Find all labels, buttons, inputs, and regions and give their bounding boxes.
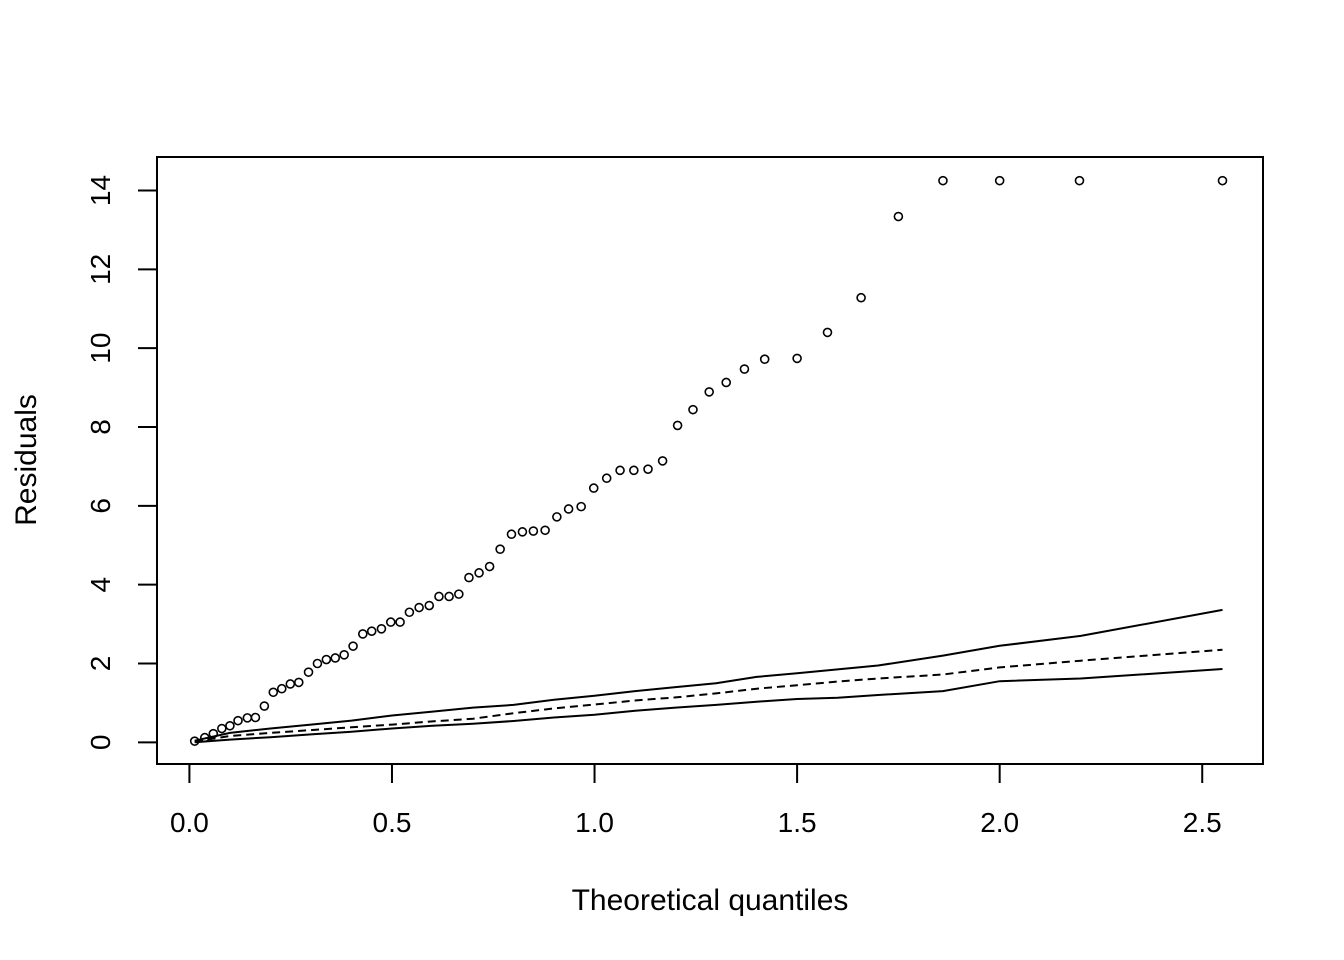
residual-point [657, 456, 668, 466]
residual-point [759, 354, 770, 365]
y-tick-label: 12 [85, 254, 116, 285]
residual-point [1217, 175, 1228, 186]
x-tick-label: 0.0 [170, 807, 209, 838]
residual-point [233, 715, 243, 726]
residual-point [395, 617, 405, 627]
residual-point [615, 465, 625, 476]
residual-point [588, 483, 599, 493]
residual-point [404, 607, 415, 618]
residual-point [563, 504, 574, 514]
residual-point [464, 572, 474, 583]
residual-point [434, 591, 444, 602]
residual-point [303, 667, 314, 677]
residual-point [312, 658, 323, 669]
residual-point [528, 526, 539, 536]
residual-point [856, 292, 866, 303]
residual-point [414, 602, 424, 613]
envelope-lines [194, 608, 1223, 744]
envelope-line-1 [194, 608, 1223, 742]
x-axis: 0.0 0.5 1.0 1.5 2.0 2.5 [170, 763, 1222, 838]
residual-point [552, 512, 562, 522]
residual-point [540, 525, 550, 536]
envelope-line-2 [194, 668, 1223, 744]
residual-point [474, 568, 484, 578]
y-tick-label: 6 [85, 498, 116, 514]
y-tick-label: 2 [85, 656, 116, 672]
x-tick-label: 2.0 [980, 807, 1019, 838]
y-axis-title: Residuals [10, 394, 43, 526]
residual-point [576, 501, 586, 512]
residual-point [250, 712, 261, 723]
y-tick-label: 4 [85, 577, 116, 593]
residual-point [822, 327, 833, 338]
residual-point [739, 364, 750, 374]
residual-point [339, 650, 349, 660]
residual-point [938, 175, 948, 186]
residual-point [366, 626, 377, 636]
residual-point [454, 589, 464, 599]
residual-point [276, 683, 287, 694]
residual-point [704, 387, 714, 397]
reference-line-dashed [194, 648, 1223, 743]
residual-point [643, 464, 653, 474]
residual-point [484, 561, 495, 572]
residual-point [424, 600, 435, 611]
y-axis: 0 2 4 6 8 10 12 14 [85, 175, 158, 751]
residual-point [259, 701, 270, 711]
residual-point [225, 720, 235, 731]
residual-point [348, 641, 358, 651]
residual-point [321, 654, 332, 665]
residual-point [358, 629, 368, 639]
x-tick-label: 2.5 [1183, 807, 1222, 838]
residual-point [293, 677, 304, 688]
residual-point [495, 544, 505, 554]
residual-point [376, 624, 387, 634]
residual-point [385, 617, 396, 627]
x-tick-label: 1.0 [575, 807, 614, 838]
residual-point [444, 591, 454, 602]
residual-point [506, 529, 517, 540]
residual-point [792, 353, 802, 364]
y-tick-label: 14 [85, 175, 116, 206]
y-tick-label: 0 [85, 735, 116, 751]
residual-point [189, 736, 200, 746]
residual-point [208, 728, 219, 739]
residual-point [1074, 175, 1085, 186]
x-axis-title: Theoretical quantiles [572, 884, 849, 917]
residual-point [200, 732, 210, 743]
residual-point [994, 175, 1005, 186]
residual-point [217, 723, 227, 734]
residual-point [268, 687, 279, 698]
residual-point [688, 404, 698, 415]
x-tick-label: 0.5 [373, 807, 412, 838]
y-tick-label: 8 [85, 419, 116, 435]
residual-point [672, 420, 683, 431]
residual-point [721, 377, 732, 388]
residual-point [601, 473, 612, 484]
residual-point [893, 211, 904, 222]
x-tick-label: 1.5 [778, 807, 817, 838]
residual-points [189, 175, 1228, 746]
residual-point [629, 465, 639, 476]
y-tick-label: 10 [85, 333, 116, 364]
residual-point [330, 653, 341, 663]
residual-point [517, 527, 528, 537]
